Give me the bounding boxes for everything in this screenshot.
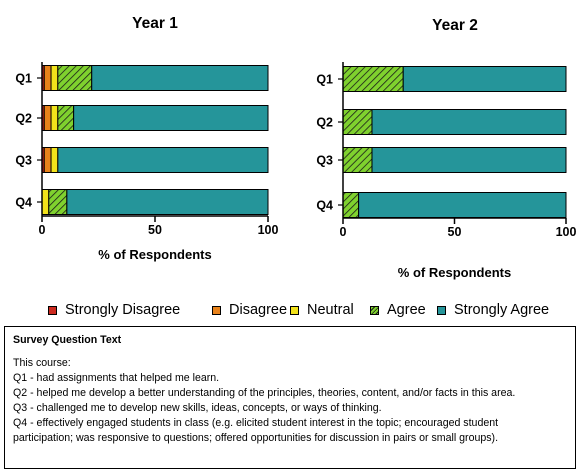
bar-segment-strongly-agree-q4: [358, 192, 567, 218]
x-axis-label: % of Respondents: [398, 265, 511, 280]
category-label-q1: Q1: [316, 73, 333, 87]
bar-segment-disagree-q1: [43, 65, 52, 91]
legend-item-agree: Agree: [370, 302, 426, 318]
bar-segment-strongly-agree-q4: [66, 189, 269, 215]
survey-box-title: Survey Question Text: [13, 334, 122, 346]
bar-segment-neutral-q4: [41, 189, 50, 215]
x-tick-label-50: 50: [448, 225, 462, 239]
survey-question-q3: Q3 - challenged me to develop new skills…: [13, 402, 382, 414]
bar-segment-agree-q3: [342, 147, 373, 173]
x-tick-label-0: 0: [340, 225, 347, 239]
x-tick-label-0: 0: [39, 223, 46, 237]
bar-segment-agree-q4: [342, 192, 360, 218]
bar-segment-neutral-q1: [50, 65, 59, 91]
legend-label: Agree: [387, 302, 426, 318]
bar-segment-disagree-q3: [43, 147, 52, 173]
legend-item-disagree: Disagree: [212, 302, 287, 318]
bar-segment-disagree-q2: [43, 105, 52, 131]
bar-segment-agree-q1: [342, 66, 404, 92]
bar-segment-neutral-q2: [50, 105, 59, 131]
survey-question-q2: Q2 - helped me develop a better understa…: [13, 387, 516, 399]
bar-segment-agree-q4: [48, 189, 68, 215]
legend-swatch-neutral: [290, 305, 299, 315]
survey-question-q4-cont: participation; was responsive to questio…: [13, 432, 499, 444]
legend: Strongly Disagree Disagree Neutral Agree…: [0, 302, 581, 324]
bar-segment-strongly-agree-q2: [371, 109, 567, 135]
year2-chart: Year 2 Q1 Q2 Q3 Q4 0 50 100 % of Respondents: [316, 17, 576, 280]
survey-question-q1: Q1 - had assignments that helped me lear…: [13, 372, 220, 384]
bar-segment-strongly-agree-q1: [402, 66, 567, 92]
category-label-q2: Q2: [316, 116, 333, 130]
legend-swatch-strongly-disagree: [48, 305, 57, 315]
legend-label: Strongly Agree: [454, 302, 550, 318]
legend-item-strongly-agree: Strongly Agree: [437, 302, 549, 318]
x-tick-label-100: 100: [258, 223, 279, 237]
stacked-bar-charts: Year 1 Q1 Q2 Q3 Q4 0 50 100 % of Respondents Yea…: [15, 15, 576, 280]
legend-swatch-strongly-agree: [437, 305, 446, 315]
bar-segment-strongly-agree-q2: [73, 105, 269, 131]
category-label-q1: Q1: [15, 72, 32, 86]
year1-chart: Year 1 Q1 Q2 Q3 Q4 0 50 100 % of Respondents: [15, 15, 278, 262]
x-axis-label: % of Respondents: [98, 247, 211, 262]
category-label-q4: Q4: [15, 196, 32, 210]
survey-box-intro: This course:: [13, 357, 71, 369]
legend-swatch-disagree: [212, 305, 221, 315]
bar-segment-agree-q2: [342, 109, 373, 135]
chart-title: Year 1: [132, 15, 178, 32]
legend-swatch-agree: [370, 305, 379, 315]
category-label-q3: Q3: [15, 154, 32, 168]
bar-segment-agree-q2: [57, 105, 75, 131]
bar-segment-strongly-agree-q3: [371, 147, 567, 173]
chart-title: Year 2: [432, 17, 478, 34]
category-label-q3: Q3: [316, 154, 333, 168]
category-label-q4: Q4: [316, 199, 333, 213]
x-tick-label-100: 100: [556, 225, 577, 239]
legend-item-neutral: Neutral: [290, 302, 354, 318]
legend-item-strongly-disagree: Strongly Disagree: [48, 302, 180, 318]
bar-segment-strongly-agree-q1: [91, 65, 269, 91]
x-tick-label-50: 50: [148, 223, 162, 237]
survey-question-box: Survey Question Text This course: Q1 - h…: [4, 326, 576, 469]
bar-segment-neutral-q3: [50, 147, 59, 173]
bar-segment-agree-q1: [57, 65, 93, 91]
category-label-q2: Q2: [15, 112, 32, 126]
legend-label: Disagree: [229, 302, 288, 318]
legend-label: Strongly Disagree: [65, 302, 181, 318]
bar-segment-strongly-agree-q3: [57, 147, 269, 173]
survey-question-q4: Q4 - effectively engaged students in cla…: [13, 417, 499, 429]
legend-label: Neutral: [307, 302, 354, 318]
